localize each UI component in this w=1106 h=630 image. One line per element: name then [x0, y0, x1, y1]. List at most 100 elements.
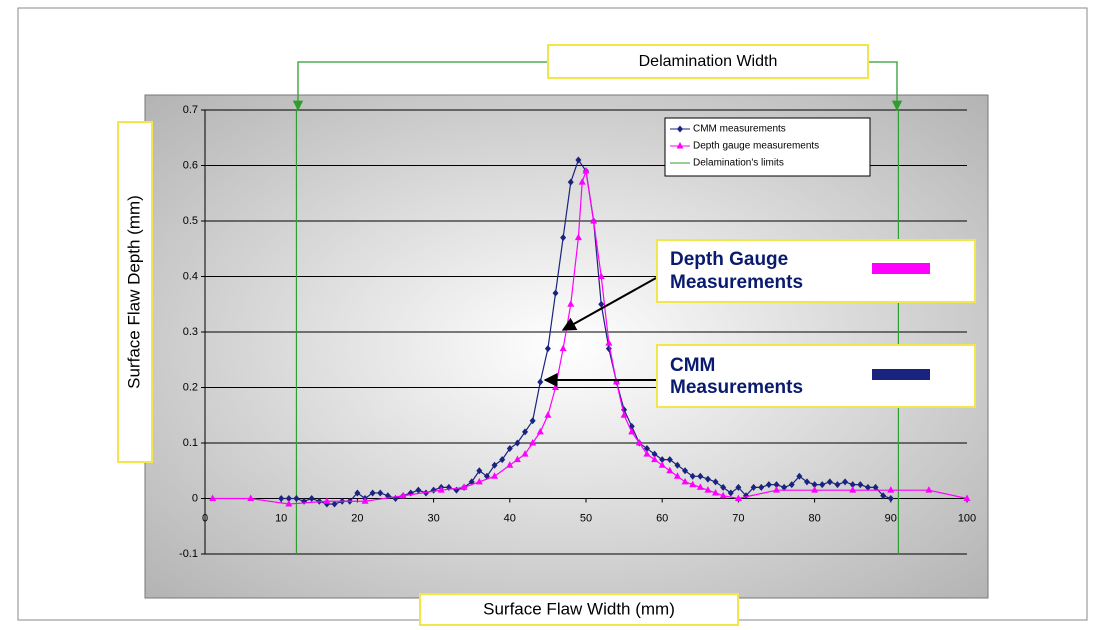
marker: [513, 455, 521, 463]
marker: [552, 289, 559, 297]
marker: [475, 477, 483, 485]
x-tick-label: 0: [202, 512, 208, 524]
marker: [293, 495, 300, 502]
plot: -0.1 0 0.1 0.2 0.3 0.4 0.5 0.6 0.7 0 10 20 30 40 50 60 7…: [179, 104, 976, 560]
y-tick-label: 0.2: [183, 381, 198, 393]
marker: [887, 495, 894, 502]
marker: [696, 483, 704, 490]
marker: [803, 478, 810, 486]
y-tick-label: 0: [192, 492, 198, 504]
x-tick-label: 70: [732, 512, 744, 524]
marker: [499, 456, 506, 464]
marker: [887, 486, 895, 493]
bracket-right: [868, 61, 903, 112]
marker: [377, 489, 384, 497]
x-tick-label: 20: [351, 512, 363, 524]
legend-label: Delamination's limits: [693, 158, 784, 169]
marker: [567, 178, 574, 186]
marker: [567, 300, 575, 307]
annotation-text: Measurements: [670, 272, 803, 293]
marker: [834, 481, 841, 489]
marker: [285, 500, 293, 507]
x-tick-label: 90: [885, 512, 897, 524]
marker: [574, 233, 582, 241]
annotation-text: Depth Gauge: [670, 249, 788, 270]
y-tick-label: 0.6: [183, 159, 198, 171]
marker: [811, 481, 818, 489]
marker: [354, 489, 361, 497]
y-tick-label: 0.7: [183, 104, 198, 116]
marker: [598, 300, 605, 308]
marker: [635, 439, 643, 446]
marker: [597, 272, 605, 279]
annotation-swatch: [872, 369, 930, 380]
marker: [963, 494, 971, 501]
annotation-text: Delamination Width: [639, 53, 778, 70]
marker: [506, 445, 513, 453]
marker: [773, 481, 780, 489]
marker: [677, 125, 683, 133]
annotation-box: [547, 44, 869, 79]
marker: [285, 495, 292, 502]
marker: [643, 445, 650, 453]
marker: [880, 492, 887, 500]
marker: [278, 495, 285, 502]
marker: [536, 427, 544, 435]
marker: [712, 488, 720, 496]
marker: [399, 491, 407, 499]
legend-box: [664, 117, 871, 177]
marker: [849, 486, 857, 493]
marker: [612, 377, 620, 385]
marker: [727, 489, 734, 497]
marker: [521, 450, 529, 457]
marker: [682, 467, 689, 475]
marker: [666, 456, 673, 464]
marker: [758, 483, 765, 491]
marker: [544, 411, 552, 418]
x-tick-label: 30: [427, 512, 439, 524]
x-tick-label: 60: [656, 512, 668, 524]
marker: [796, 472, 803, 480]
marker: [659, 456, 666, 464]
marker: [369, 489, 376, 497]
bracket-left: [292, 61, 548, 112]
marker: [651, 450, 658, 458]
marker: [704, 486, 712, 493]
marker: [628, 427, 636, 435]
y-tick-label: -0.1: [179, 548, 198, 560]
marker: [491, 461, 498, 469]
marker: [560, 234, 567, 242]
marker: [788, 481, 795, 489]
marker: [781, 483, 788, 491]
marker: [773, 486, 780, 493]
marker: [712, 478, 719, 486]
marker: [605, 339, 613, 346]
legend-label: Depth gauge measurements: [693, 141, 819, 152]
xlabel-box: [419, 593, 739, 626]
marker: [734, 494, 742, 501]
marker: [415, 486, 422, 494]
y-tick-label: 0.5: [183, 215, 198, 227]
y-tick-label: 0.1: [183, 437, 198, 449]
marker: [676, 142, 684, 149]
marker: [460, 483, 468, 490]
marker: [620, 411, 628, 418]
annotation-text: CMM: [670, 355, 715, 376]
x-tick-label: 100: [958, 512, 976, 524]
marker: [673, 472, 681, 479]
marker: [689, 480, 697, 488]
marker: [849, 481, 856, 489]
marker: [689, 472, 696, 480]
arrow: [561, 277, 657, 331]
annotation-text: Measurements: [670, 377, 803, 398]
marker: [582, 167, 590, 174]
marker: [681, 477, 689, 485]
x-tick-label: 40: [504, 512, 516, 524]
marker: [209, 494, 217, 501]
x-tick-label: 10: [275, 512, 287, 524]
marker: [674, 461, 681, 469]
marker: [697, 472, 704, 480]
marker: [704, 475, 711, 483]
